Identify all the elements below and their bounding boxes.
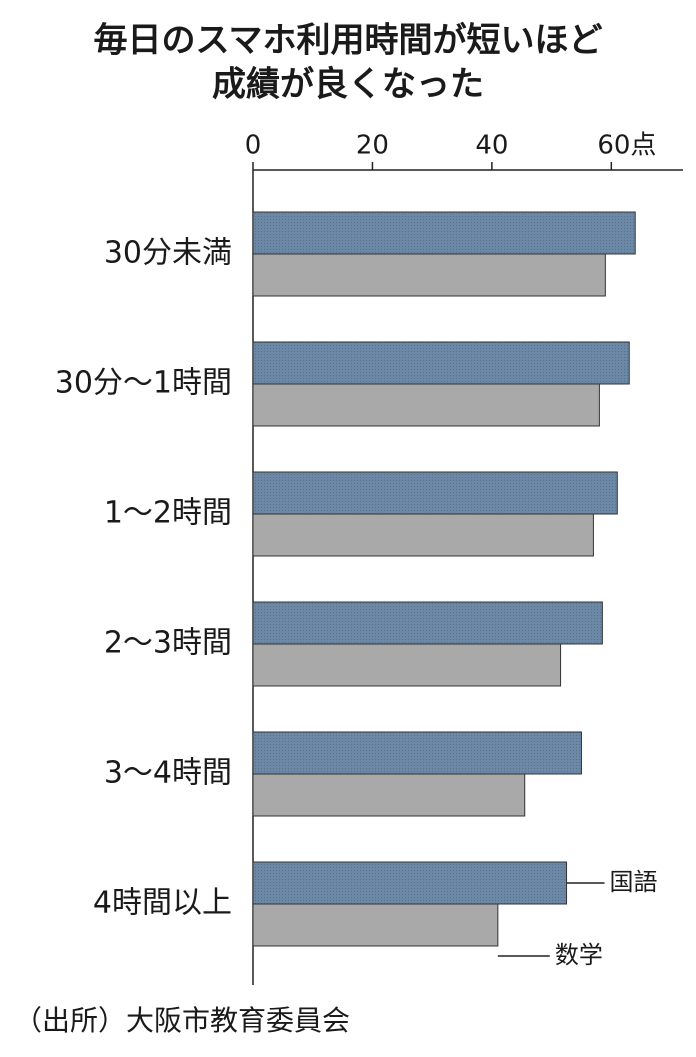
bar: [252, 903, 499, 947]
bar-texture: [253, 732, 582, 774]
bar-texture: [253, 212, 636, 254]
x-tick-label: 40: [475, 131, 508, 161]
bar: [252, 513, 594, 557]
bar: [252, 643, 562, 687]
bar-texture: [253, 472, 618, 514]
bar-texture: [253, 342, 630, 384]
legend-label: 数学: [555, 941, 603, 969]
bar: [252, 253, 606, 297]
bar-texture: [253, 862, 567, 904]
y-tick-label: 30分〜1時間: [55, 366, 232, 401]
y-tick-label: 30分未満: [104, 236, 232, 271]
bar: [252, 773, 526, 817]
x-tick-label: 20: [356, 131, 389, 161]
legend-label: 国語: [610, 868, 658, 896]
x-tick-label: 60点: [597, 131, 656, 161]
chart-title: 毎日のスマホ利用時間が短いほど: [94, 21, 603, 61]
y-tick-label: 3〜4時間: [104, 756, 232, 791]
source: （出所）大阪市教育委員会: [14, 1004, 350, 1037]
y-tick-label: 1〜2時間: [104, 496, 232, 531]
chart-title: 成績が良くなった: [212, 65, 484, 105]
y-tick-label: 4時間以上: [93, 886, 232, 921]
x-tick-label: 0: [245, 131, 262, 161]
bar: [252, 383, 600, 427]
bar-texture: [253, 602, 603, 644]
y-tick-label: 2〜3時間: [104, 626, 232, 661]
